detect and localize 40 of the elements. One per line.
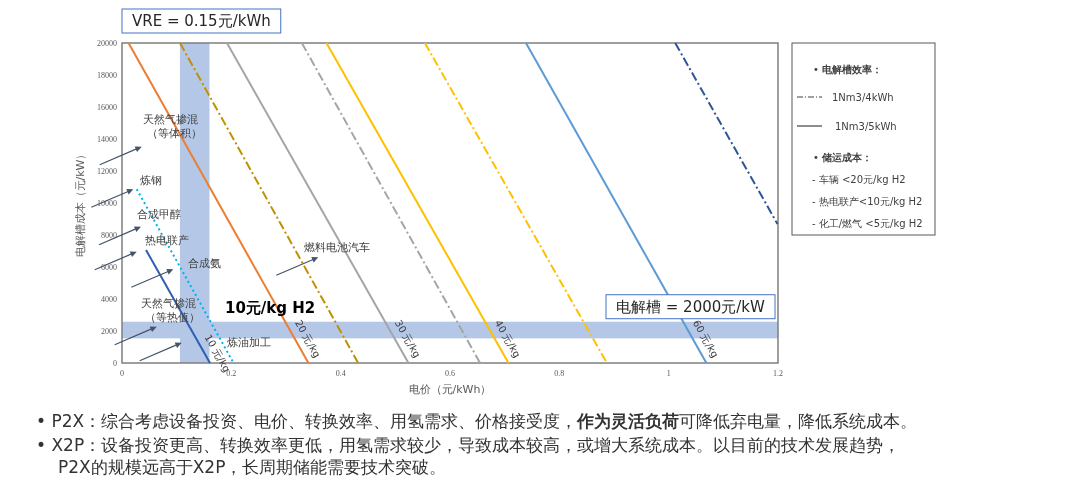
annotation: 热电联产 [144,233,189,247]
x-tick-label: 0.4 [335,369,346,378]
text: 30 元/kg [392,318,423,360]
band-label: 电解槽 = 2000元/kW [616,297,766,316]
y-tick-label: 18000 [97,71,117,80]
y-tick-label: 6000 [101,263,117,272]
annotation: 合成甲醇 [137,207,181,221]
y-tick-label: 12000 [97,167,117,176]
text: 1Nm3/4kWh [832,92,894,103]
band-label: VRE = 0.15元/kWh [132,12,271,30]
y-tick-label: 8000 [101,231,117,240]
y-tick-label: 0 [113,359,117,368]
text: • X2P：设备投资更高、转换效率更低，用氢需求较少，导致成本较高，或增大系统成本。以目前的技术发展趋势，P2X的规模远高于X2P，长周期储能需要技术突破。 [36,435,901,477]
text: 20 元/kg [292,318,323,360]
text: - 车辆 <20元/kg H2 [812,174,906,185]
text: • 电解槽效率： [813,64,883,75]
x-tick-label: 1 [666,369,671,378]
annotation: 燃料电池汽车 [304,241,371,255]
text: 60 元/kg [690,318,721,360]
y-tick-label: 20000 [97,39,117,48]
annotation: 炼油加工 [226,335,271,349]
annotation: 炼钢 [140,174,163,188]
annotation: 合成氨 [188,257,222,271]
x-tick-label: 0.8 [554,369,565,378]
x-tick-label: 1.2 [773,369,783,378]
x-tick-label: 0.6 [445,369,455,378]
y-tick-label: 14000 [97,135,117,144]
y-tick-label: 4000 [101,295,117,304]
y-tick-label: 2000 [101,327,117,336]
text: 1Nm3/5kWh [835,121,897,132]
text: • 储运成本： [813,152,873,163]
text: • P2X：综合考虑设备投资、电价、转换效率、用氢需求、价格接受度，作为灵活负荷可降低弃电量，降低系统成本。 [36,411,918,431]
text: - 热电联产<10元/kg H2 [812,196,923,207]
x-axis-title: 电价（元/kWh） [408,383,492,396]
y-tick-label: 10000 [97,199,117,208]
y-tick-label: 16000 [97,103,117,112]
text: 40 元/kg [492,318,523,360]
y-axis-title: 电解槽成本（元/kW） [74,148,87,258]
x-tick-label: 0 [120,369,124,378]
text: - 化工/燃气 <5元/kg H2 [812,218,923,229]
